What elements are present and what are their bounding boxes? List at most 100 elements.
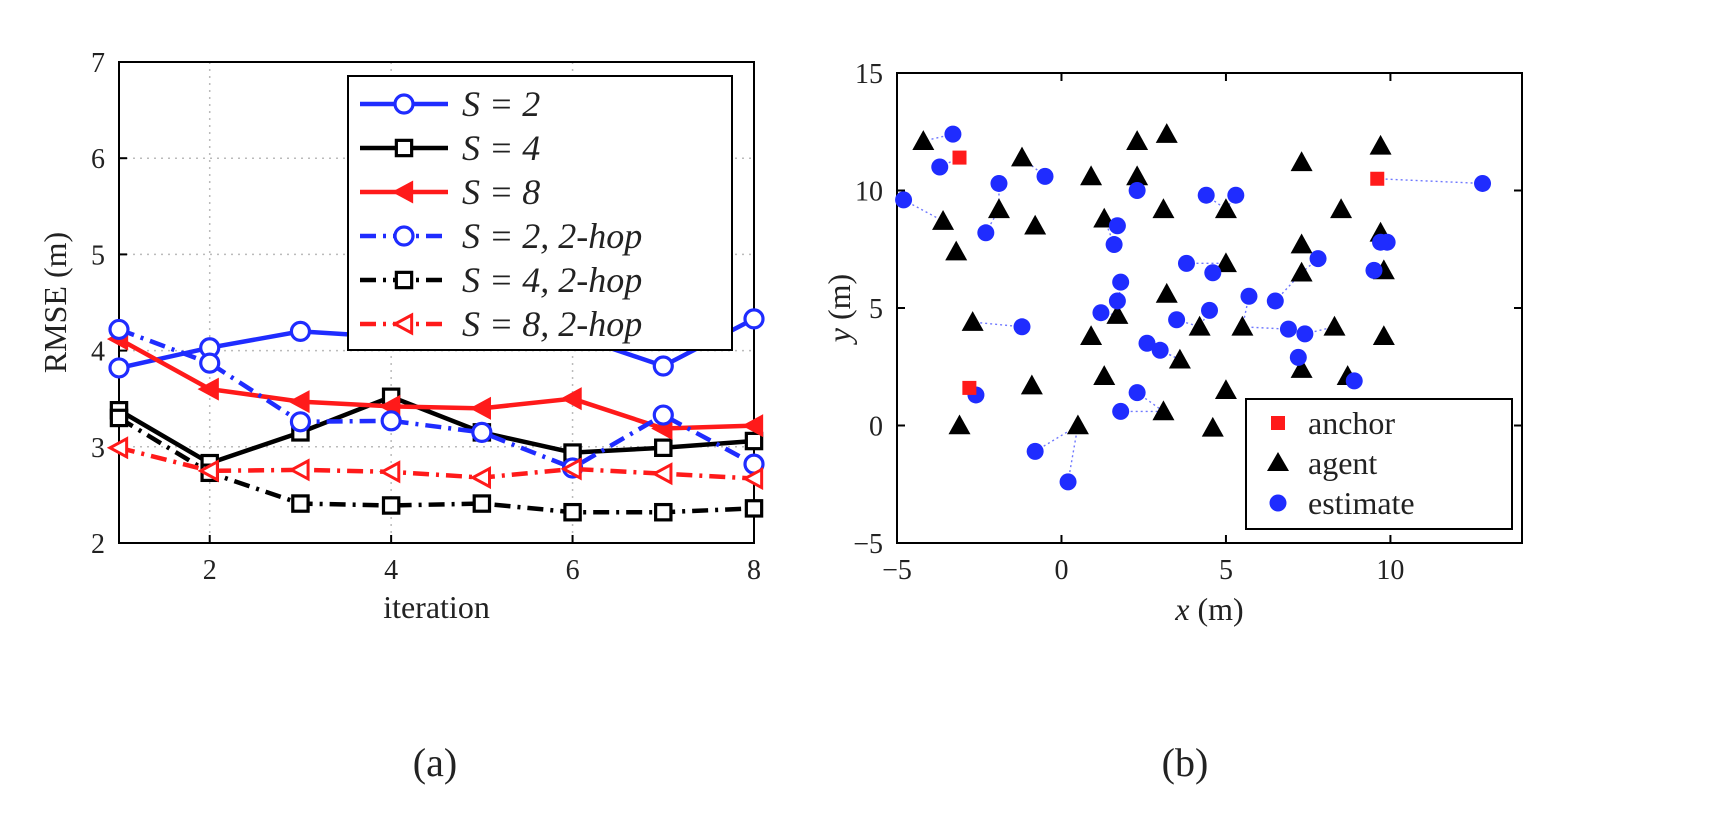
legend-b-label-2: estimate	[1308, 485, 1415, 521]
legend-marker-5	[391, 312, 414, 336]
data-point-3-4	[471, 421, 493, 443]
y-tick-label: 3	[91, 433, 105, 464]
data-point-5-7	[741, 467, 764, 491]
x-tick-label: 0	[1054, 555, 1068, 586]
estimate-point-24	[1201, 301, 1218, 319]
data-point-1-7	[744, 431, 764, 451]
legend-marker-4	[394, 270, 414, 290]
data-point-4-7	[744, 499, 764, 518]
estimate-point-25	[1227, 186, 1245, 204]
legend-label-3: S = 2, 2-hop	[462, 216, 642, 256]
y-axis-unit: (m)	[821, 274, 857, 328]
agent-point-25	[1214, 252, 1237, 273]
x-tick-label: 5	[1219, 555, 1233, 586]
estimate-point-20	[1112, 402, 1130, 420]
series-line-5	[118, 445, 755, 481]
estimate-point-26	[1240, 287, 1258, 305]
legend-b-label-1: agent	[1308, 445, 1377, 481]
agent-point-35	[1369, 134, 1392, 155]
y-axis-label: y (m)	[821, 274, 857, 345]
estimate-point-23	[1204, 264, 1222, 282]
y-tick-label: 5	[869, 294, 883, 325]
series-group-a	[107, 308, 765, 522]
agent-point-26	[1214, 379, 1237, 400]
legend-b-marker-1	[1267, 452, 1289, 471]
agent-point-18	[1152, 198, 1175, 219]
legend-marker-2	[391, 180, 414, 204]
legend-marker-0	[393, 93, 415, 115]
estimate-point-21	[1177, 254, 1195, 272]
legend-b-marker-2	[1269, 494, 1287, 512]
agent-point-6	[987, 198, 1010, 219]
x-tick-label: 8	[747, 555, 761, 586]
legend-label-4: S = 4, 2-hop	[462, 260, 642, 300]
x-tick-label: 6	[566, 555, 580, 586]
legend-b-marker-0	[1271, 416, 1285, 430]
agent-point-21	[1168, 348, 1191, 369]
legend-marker-3	[393, 225, 415, 247]
anchor-point-0	[952, 150, 967, 165]
estimate-point-31	[1309, 250, 1327, 268]
x-axis-label: iteration	[383, 589, 490, 625]
estimate-point-29	[1296, 325, 1314, 343]
legend-b-label-0: anchor	[1308, 405, 1395, 441]
agent-point-17	[1155, 123, 1178, 143]
y-tick-label: 6	[91, 144, 105, 175]
data-point-5-5	[560, 457, 582, 481]
data-point-0-2	[289, 320, 312, 342]
agent-point-31	[1290, 358, 1313, 378]
agent-point-20	[1152, 400, 1175, 421]
y-tick-label: 2	[91, 529, 105, 560]
agent-point-32	[1323, 315, 1346, 336]
legend-label-2: S = 8	[462, 172, 540, 212]
agent-point-10	[1080, 165, 1103, 186]
axes-frame-a	[118, 61, 755, 544]
agent-point-9	[1066, 414, 1089, 435]
estimate-point-22	[1197, 186, 1215, 204]
data-point-2-5	[560, 387, 582, 411]
data-point-3-2	[289, 411, 312, 433]
agent-point-22	[1188, 315, 1211, 336]
data-point-2-1	[197, 377, 219, 401]
agent-point-5	[1011, 146, 1033, 167]
x-axis-var: x	[1174, 591, 1189, 627]
caption-a: (a)	[413, 740, 457, 785]
association-line-17	[1159, 349, 1181, 361]
estimate-point-18	[1168, 311, 1186, 329]
agent-point-16	[1126, 165, 1149, 186]
estimate-point-30	[1289, 348, 1307, 366]
anchor-point-1	[962, 380, 977, 395]
estimate-point-6	[1036, 167, 1054, 185]
agent-point-8	[1020, 374, 1043, 395]
data-point-3-3	[380, 410, 402, 432]
data-point-4-2	[291, 494, 310, 513]
association-line-5	[972, 321, 1023, 328]
data-point-5-0	[107, 436, 129, 460]
data-point-2-7	[741, 414, 764, 438]
association-line-31	[1301, 258, 1319, 274]
legend-b	[1245, 398, 1513, 530]
estimate-point-8	[1026, 442, 1044, 460]
agent-point-4	[948, 414, 971, 435]
estimate-point-14	[1092, 304, 1110, 322]
agent-point-33	[1330, 198, 1353, 219]
data-point-4-3	[381, 496, 401, 515]
estimate-point-34	[1372, 233, 1390, 251]
x-axis-unit: (m)	[1190, 591, 1244, 627]
data-point-2-2	[288, 390, 310, 414]
estimate-point-3	[977, 224, 995, 242]
estimate-point-10	[1105, 236, 1123, 254]
series-line-4	[117, 416, 755, 515]
x-tick-label: 10	[1376, 555, 1404, 586]
data-point-5-2	[288, 458, 310, 482]
data-point-0-0	[108, 357, 130, 379]
estimate-point-13	[1108, 292, 1126, 310]
agent-point-7	[1024, 214, 1047, 235]
x-tick-label: 2	[203, 555, 217, 586]
agent-point-0	[912, 130, 935, 150]
legend-label-1: S = 4	[462, 128, 540, 168]
data-point-4-0	[109, 408, 129, 428]
